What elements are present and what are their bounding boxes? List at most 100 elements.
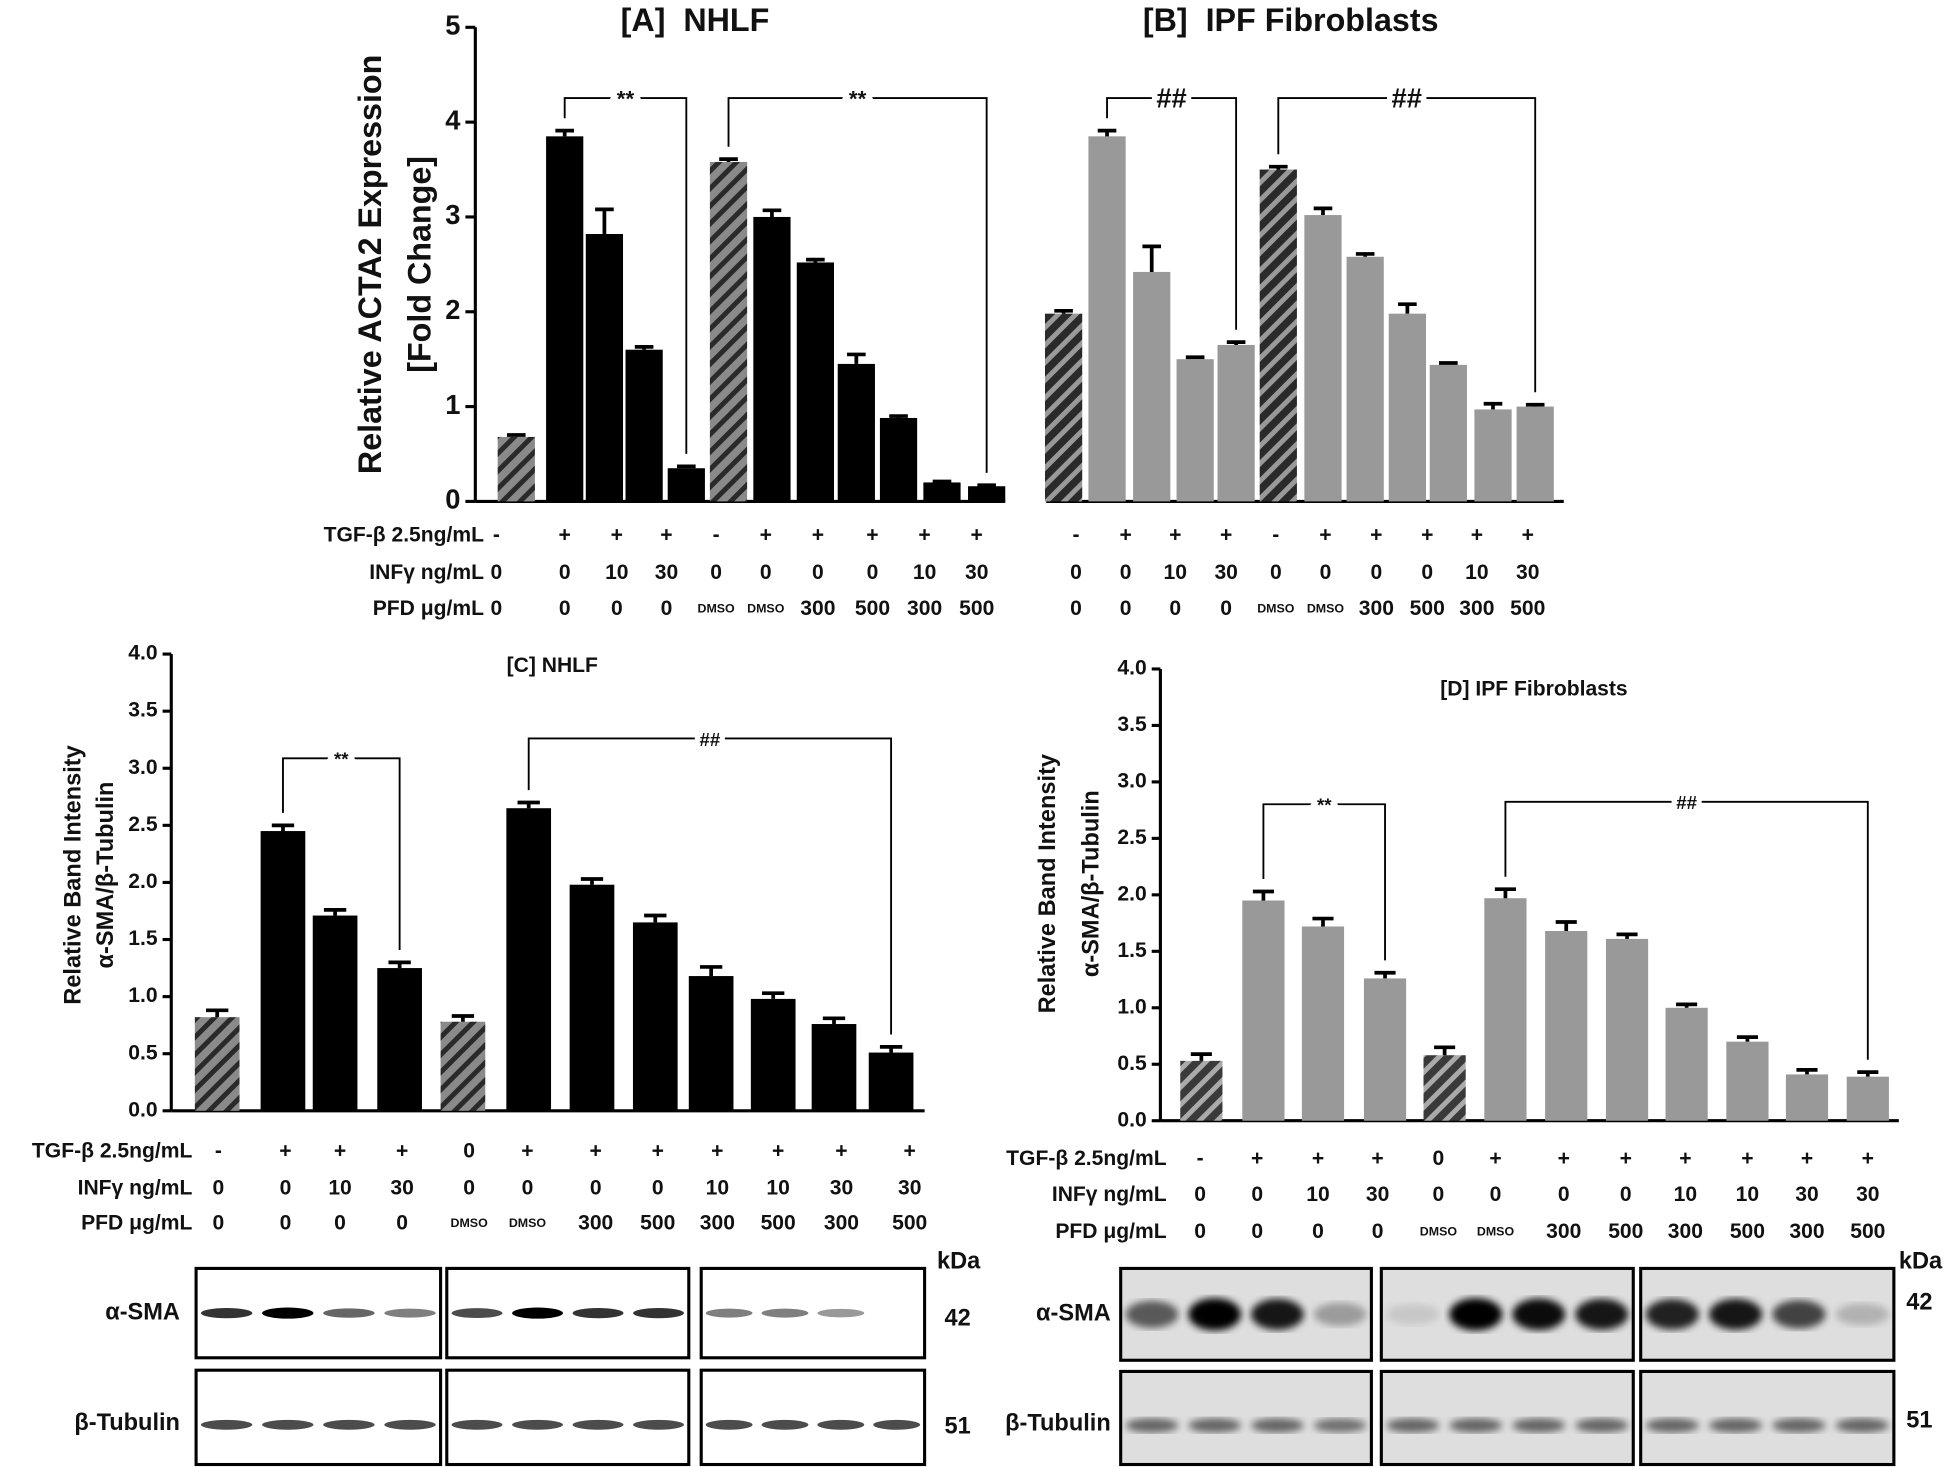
bar (1846, 1076, 1889, 1121)
bar (1176, 359, 1214, 502)
bar (923, 482, 961, 502)
y-tick-label: 1 (445, 389, 460, 420)
condition-value: 0 (1558, 1183, 1570, 1206)
bar (811, 1024, 857, 1111)
condition-value: + (1679, 1147, 1691, 1170)
condition-value: 0 (1312, 1220, 1324, 1243)
significance-bracket (727, 97, 988, 473)
significance-label: ** (1317, 795, 1332, 816)
blot-panel (445, 1368, 691, 1467)
condition-value: 0 (522, 1177, 534, 1200)
bar (625, 349, 663, 502)
y-tick-label: 2 (445, 294, 460, 325)
bar (1474, 409, 1512, 502)
condition-value: + (904, 1139, 916, 1162)
condition-value: + (660, 524, 672, 547)
condition-value: 500 (1510, 597, 1545, 620)
blot-band (705, 1419, 753, 1430)
bar (569, 884, 615, 1111)
blot-band (1386, 1418, 1440, 1433)
error-bar (555, 128, 574, 137)
condition-value: 0 (491, 597, 503, 620)
bar (1301, 926, 1345, 1121)
error-bar (1097, 128, 1117, 137)
blot-label: β-Tubulin (74, 1409, 180, 1435)
condition-value: + (866, 524, 878, 547)
bar (1605, 938, 1649, 1121)
bar (1259, 169, 1297, 502)
blot-panel (699, 1266, 927, 1360)
condition-value: + (760, 524, 772, 547)
condition-value: 10 (913, 561, 936, 584)
condition-value: 300 (1459, 597, 1494, 620)
error-bar (1525, 402, 1545, 407)
condition-value: 10 (1674, 1183, 1697, 1206)
y-tick-label: 3.5 (128, 699, 158, 722)
condition-value: 30 (830, 1177, 853, 1200)
blot-band (512, 1419, 563, 1430)
blot-band (633, 1307, 684, 1319)
error-bar (1494, 887, 1516, 899)
error-bar (271, 823, 295, 832)
condition-value: 0 (661, 597, 673, 620)
significance-label: ## (700, 729, 721, 750)
error-bar (1483, 401, 1503, 410)
bar (506, 808, 552, 1111)
blot-band (572, 1307, 624, 1319)
error-bar (1736, 1035, 1758, 1042)
blot-band (451, 1419, 503, 1430)
condition-value: 500 (761, 1211, 796, 1234)
condition-value: DMSO (747, 602, 785, 616)
condition-value: + (521, 1139, 533, 1162)
condition-value: + (611, 524, 623, 547)
y-tick-label: 1.0 (1117, 995, 1146, 1018)
condition-value: 0 (1194, 1220, 1206, 1243)
blot-band (1645, 1299, 1699, 1330)
significance-label: ## (1156, 83, 1186, 114)
condition-value: DMSO (1420, 1225, 1458, 1239)
condition-value: 300 (1546, 1220, 1581, 1243)
condition-value: 300 (824, 1211, 859, 1234)
blot-band (1772, 1300, 1826, 1329)
bar (1423, 1055, 1466, 1121)
condition-value: 10 (766, 1177, 789, 1200)
bar (1545, 930, 1588, 1121)
blot-band (1188, 1298, 1242, 1331)
error-bar (1398, 302, 1417, 314)
bar (497, 436, 535, 502)
bar (667, 468, 705, 502)
condition-value: 10 (1736, 1183, 1759, 1206)
condition-value: 300 (1789, 1220, 1824, 1243)
condition-value: + (1169, 524, 1181, 547)
condition-value: 10 (328, 1177, 351, 1200)
condition-value: - (1072, 524, 1079, 547)
blot-band (1575, 1418, 1629, 1433)
condition-value: 10 (1306, 1183, 1329, 1206)
condition-value: 500 (959, 597, 994, 620)
significance-bracket (563, 97, 688, 454)
blot-band (761, 1419, 809, 1430)
bar (688, 976, 734, 1111)
error-bar (388, 960, 411, 969)
blot-band (323, 1419, 375, 1430)
error-bar (1313, 206, 1333, 216)
condition-value: 0 (1194, 1183, 1206, 1206)
condition-value: 0 (280, 1177, 292, 1200)
condition-value: + (812, 524, 824, 547)
error-bar (1185, 355, 1205, 360)
condition-value: + (1371, 1147, 1383, 1170)
condition-value: + (590, 1139, 602, 1162)
condition-value: + (1220, 524, 1232, 547)
blot-band (1188, 1418, 1242, 1433)
condition-value: DMSO (1477, 1225, 1515, 1239)
condition-value: DMSO (1307, 602, 1345, 616)
condition-value: 300 (578, 1211, 613, 1234)
condition-value: 0 (1070, 561, 1082, 584)
condition-value: 30 (1366, 1183, 1389, 1206)
significance-label: ** (617, 86, 635, 111)
y-tick-label: 4.0 (128, 642, 157, 665)
condition-value: + (334, 1139, 346, 1162)
error-bar (762, 991, 785, 999)
blot-band (1386, 1304, 1440, 1325)
blot-size: 42 (1906, 1288, 1932, 1314)
